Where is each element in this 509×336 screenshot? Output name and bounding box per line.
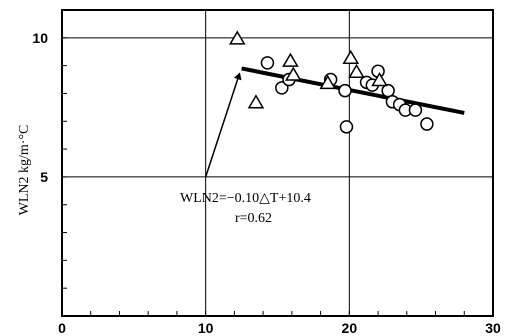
circle-point [381, 83, 395, 98]
circle-point [260, 56, 275, 70]
tick-labels: 0 10 20 30 5 10 [32, 30, 501, 336]
regression-layer [241, 66, 465, 115]
x-tick-label: 10 [198, 320, 214, 336]
data-points [228, 30, 434, 134]
y-axis-title: WLN2 kg/m·°C [17, 125, 32, 216]
y-tick-label: 10 [32, 30, 48, 46]
triangle-point [284, 66, 302, 81]
x-tick-label: 30 [485, 320, 501, 336]
circle-point [338, 83, 352, 98]
circle-point [275, 81, 289, 95]
correlation-label: r=0.62 [235, 211, 272, 226]
x-tick-label: 20 [342, 320, 358, 336]
regression-line [241, 66, 465, 115]
triangle-point [319, 74, 337, 90]
y-tick-label: 5 [40, 169, 48, 185]
triangle-point [228, 30, 246, 45]
triangle-point [282, 52, 299, 67]
triangle-point [342, 49, 360, 65]
circle-point [339, 120, 354, 134]
plot-frame [61, 9, 494, 317]
circle-point [408, 103, 423, 117]
triangle-point [247, 94, 265, 109]
x-tick-label: 0 [58, 320, 66, 336]
annotation-arrow [204, 72, 242, 178]
triangle-point [371, 72, 388, 87]
triangle-point [348, 63, 365, 78]
grid-lines [62, 10, 493, 316]
circle-point [420, 117, 434, 131]
equation-label: WLN2=−0.10△T+10.4 [180, 191, 311, 206]
annotation: WLN2=−0.10△T+10.4 r=0.62 [180, 72, 311, 226]
